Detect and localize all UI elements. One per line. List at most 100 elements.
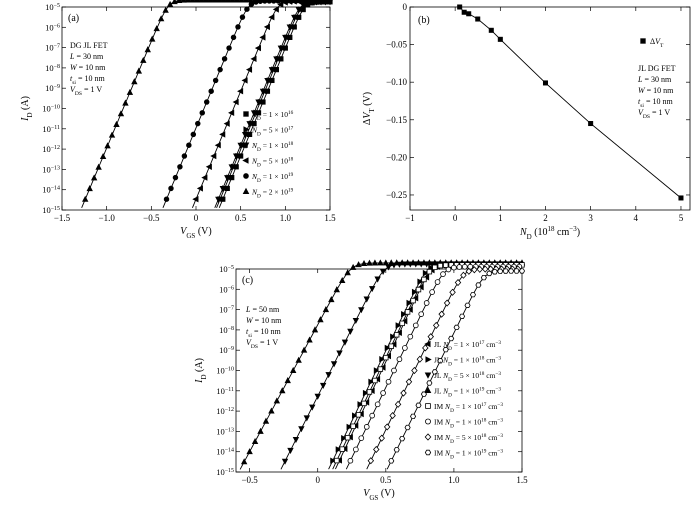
data-point xyxy=(360,259,368,267)
annotation-line: tsi = 10 nm xyxy=(70,74,105,86)
data-point xyxy=(393,447,400,453)
data-point xyxy=(254,44,261,52)
data-point xyxy=(422,269,429,277)
data-point xyxy=(486,270,493,277)
data-point xyxy=(400,389,407,397)
data-point xyxy=(149,35,156,42)
data-point xyxy=(162,6,169,13)
data-point xyxy=(287,0,294,3)
data-point xyxy=(104,142,111,149)
data-point xyxy=(357,401,364,408)
data-point xyxy=(358,435,365,441)
data-point xyxy=(108,131,116,138)
data-point xyxy=(383,423,391,431)
x-tick-label: 0 xyxy=(194,213,199,223)
legend-label: JL ND = 1 × 1019 cm−3 xyxy=(434,387,501,399)
data-point xyxy=(210,152,217,160)
y-tick-label: 10−11 xyxy=(42,124,60,134)
data-point xyxy=(245,66,253,73)
data-point xyxy=(239,14,246,20)
data-point xyxy=(442,347,449,353)
data-point xyxy=(251,0,259,3)
data-point xyxy=(322,306,330,313)
data-point xyxy=(269,0,277,3)
data-point xyxy=(274,0,281,3)
data-point xyxy=(208,88,214,94)
data-point xyxy=(298,426,305,433)
data-point xyxy=(451,264,457,271)
data-point xyxy=(262,417,270,424)
data-point xyxy=(384,344,391,352)
legend-marker xyxy=(425,418,431,425)
data-point xyxy=(242,0,250,3)
data-point xyxy=(325,372,332,379)
data-point xyxy=(126,88,134,95)
data-point xyxy=(443,262,449,268)
panel-label: (a) xyxy=(68,13,79,24)
data-point xyxy=(481,265,489,273)
data-point xyxy=(295,356,302,363)
data-point xyxy=(219,185,226,193)
data-point xyxy=(432,264,438,271)
data-point xyxy=(508,268,515,274)
data-point xyxy=(358,307,365,314)
y-tick-label: 10−14 xyxy=(42,185,60,195)
data-point xyxy=(336,350,343,357)
data-point xyxy=(247,0,254,3)
data-point xyxy=(476,265,484,273)
x-axis-label: VGS (V) xyxy=(180,226,211,240)
data-point xyxy=(273,397,281,404)
data-point xyxy=(286,24,293,31)
annotation-line: tsi = 10 nm xyxy=(638,97,673,109)
legend-marker xyxy=(242,157,249,164)
data-point xyxy=(352,317,360,325)
data-point xyxy=(465,267,473,275)
data-point xyxy=(349,263,357,270)
data-point xyxy=(238,0,245,3)
annotation-line: tsi = 10 nm xyxy=(246,327,281,339)
data-point xyxy=(175,0,183,4)
data-point xyxy=(420,259,428,266)
x-tick-label: 1 xyxy=(498,213,503,223)
data-point xyxy=(388,458,395,464)
data-point xyxy=(415,286,422,293)
data-point xyxy=(377,366,384,372)
annotation-line: W = 10 nm xyxy=(70,63,106,72)
data-point xyxy=(140,56,147,63)
data-point xyxy=(421,276,427,283)
data-point xyxy=(361,400,367,407)
data-point xyxy=(416,355,424,363)
data-point xyxy=(438,310,445,318)
data-point xyxy=(350,423,356,429)
legend-label: IM ND = 1 × 1017 cm−3 xyxy=(434,402,503,414)
y-tick-label: 10−7 xyxy=(45,43,60,53)
x-tick-label: 0 xyxy=(315,475,320,485)
data-point xyxy=(374,401,381,408)
data-point xyxy=(333,286,340,293)
data-point xyxy=(373,367,380,374)
data-point xyxy=(268,14,275,21)
data-point xyxy=(330,361,338,368)
data-point xyxy=(412,322,419,329)
data-point xyxy=(379,356,386,363)
data-point xyxy=(303,415,311,422)
data-point xyxy=(207,0,214,3)
data-point xyxy=(180,0,187,3)
data-point xyxy=(232,98,239,106)
legend-label: ND = 1 × 1016 xyxy=(251,110,294,122)
data-point xyxy=(229,0,236,3)
data-point xyxy=(388,343,394,349)
data-point xyxy=(383,354,389,361)
data-point xyxy=(260,0,268,3)
y-tick-label: 10−5 xyxy=(45,2,60,12)
data-point xyxy=(172,174,179,181)
y-tick-label: −0.05 xyxy=(386,40,407,50)
data-point xyxy=(352,412,359,419)
data-point xyxy=(318,0,326,3)
data-point xyxy=(244,6,250,12)
data-point xyxy=(406,299,413,307)
data-point xyxy=(319,382,327,390)
data-point xyxy=(347,457,354,464)
data-point xyxy=(221,56,228,62)
legend-marker xyxy=(425,403,431,409)
